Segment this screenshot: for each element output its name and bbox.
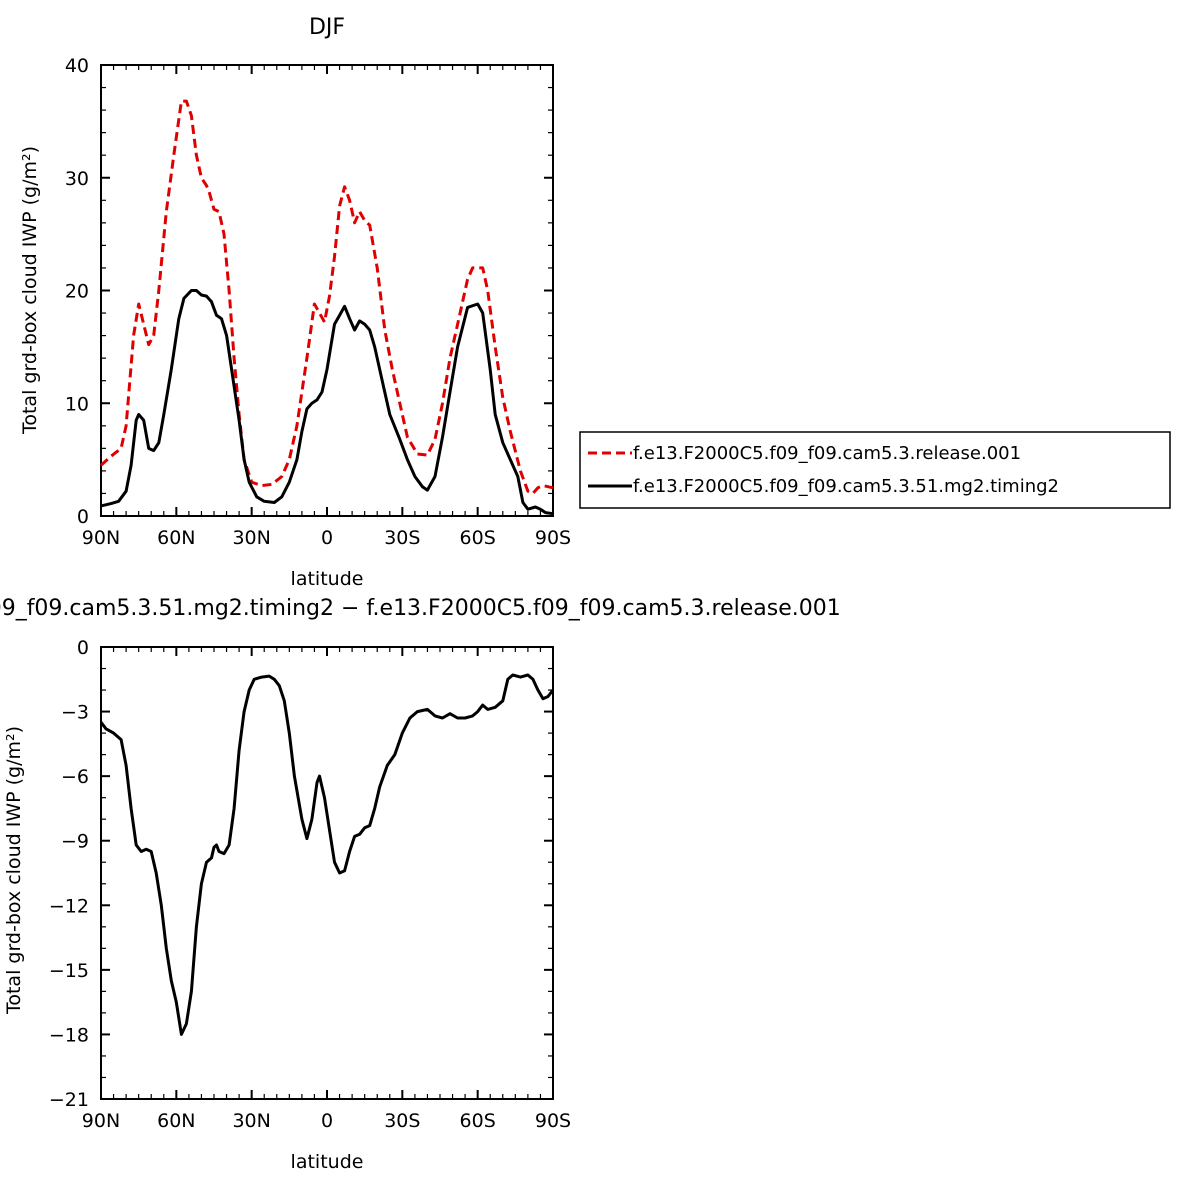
top-x-tick-labels: 90N 60N 30N 0 30S 60S 90S [82, 527, 571, 549]
top-plot-frame [100, 64, 554, 517]
top-panel: DJF 90N 60N 30N 0 30S 60S 90S 0 10 20 30 40 latitu… [19, 15, 571, 590]
bottom-chart-title: f.e13.F2000C5.f09_f09.cam5.3.51.mg2.timi… [0, 596, 841, 621]
top-x-tick-label: 0 [321, 527, 333, 549]
bottom-y-tick-label: −21 [49, 1089, 89, 1111]
bottom-axis-ticks [100, 646, 554, 1100]
bottom-panel: f.e13.F2000C5.f09_f09.cam5.3.51.mg2.timi… [0, 596, 841, 1173]
bottom-y-tick-label: −12 [49, 895, 89, 917]
bottom-x-tick-label: 30N [232, 1110, 270, 1132]
bottom-y-tick-label: −18 [49, 1024, 89, 1046]
bottom-x-tick-label: 90S [535, 1110, 571, 1132]
top-y-axis-title: Total grd-box cloud IWP (g/m²) [19, 146, 41, 435]
top-y-tick-label: 0 [77, 506, 89, 528]
top-x-tick-label: 30N [232, 527, 270, 549]
top-x-tick-label: 60S [460, 527, 496, 549]
bottom-y-tick-label: −15 [49, 960, 89, 982]
top-series-line-0 [99, 99, 554, 495]
top-x-axis-title: latitude [291, 568, 364, 590]
legend-label-timing2: f.e13.F2000C5.f09_f09.cam5.3.51.mg2.timi… [633, 476, 1059, 497]
top-axis-ticks [100, 64, 554, 517]
bottom-x-tick-label: 30S [384, 1110, 420, 1132]
top-y-tick-label: 30 [65, 168, 89, 190]
bottom-x-tick-label: 0 [321, 1110, 333, 1132]
bottom-x-tick-label: 60N [157, 1110, 195, 1132]
bottom-y-tick-label: −6 [61, 766, 89, 788]
bottom-plot-frame [100, 646, 554, 1100]
bottom-x-tick-label: 90N [82, 1110, 120, 1132]
bottom-x-tick-labels: 90N 60N 30N 0 30S 60S 90S [82, 1110, 571, 1132]
top-y-tick-labels: 0 10 20 30 40 [65, 55, 89, 528]
top-x-tick-label: 60N [157, 527, 195, 549]
legend-box [579, 431, 1171, 509]
bottom-x-axis-title: latitude [291, 1151, 364, 1173]
bottom-y-tick-label: −3 [61, 702, 89, 724]
legend: f.e13.F2000C5.f09_f09.cam5.3.release.001… [579, 431, 1171, 509]
bottom-y-tick-label: 0 [77, 637, 89, 659]
top-y-tick-label: 10 [65, 393, 89, 415]
top-chart-title: DJF [309, 15, 345, 40]
top-series-line-1 [100, 289, 554, 516]
legend-label-release: f.e13.F2000C5.f09_f09.cam5.3.release.001 [633, 443, 1021, 464]
bottom-series-line-0 [99, 673, 555, 1036]
bottom-y-tick-labels: 0 −3 −6 −9 −12 −15 −18 −21 [49, 637, 89, 1111]
bottom-x-tick-label: 60S [460, 1110, 496, 1132]
bottom-series-layer [99, 673, 555, 1036]
top-y-tick-label: 20 [65, 281, 89, 303]
bottom-y-axis-title: Total grd-box cloud IWP (g/m²) [3, 726, 25, 1015]
top-series-layer [99, 99, 554, 516]
bottom-y-tick-label: −9 [61, 831, 89, 853]
top-x-tick-label: 30S [384, 527, 420, 549]
top-x-tick-label: 90S [535, 527, 571, 549]
top-x-tick-label: 90N [82, 527, 120, 549]
top-y-tick-label: 40 [65, 55, 89, 77]
